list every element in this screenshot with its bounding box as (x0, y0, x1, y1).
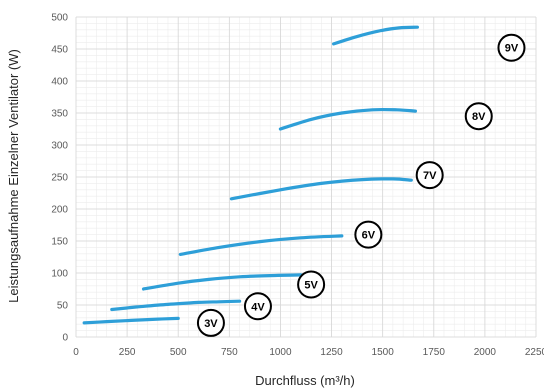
x-tick-label: 250 (119, 347, 136, 358)
y-tick-label: 400 (51, 77, 68, 88)
x-tick-label: 1750 (423, 347, 446, 358)
series-line-8v (278, 107, 417, 131)
series-label-badge (497, 33, 526, 62)
x-tick-label: 1250 (320, 347, 343, 358)
y-tick-label: 450 (51, 45, 68, 56)
series-label-text: 9V (505, 43, 519, 55)
y-axis-title: Leistungsaufnahme Einzelner Ventilator (… (6, 49, 21, 303)
series-line-6v (178, 234, 344, 256)
y-tick-label: 500 (51, 13, 68, 24)
x-axis-title: Durchfluss (m³/h) (255, 373, 355, 388)
series-labels: 3V 4V 5V 6V 7V 8V 9V (196, 33, 526, 337)
x-tick-label: 1500 (372, 347, 395, 358)
x-tick-label: 2000 (474, 347, 497, 358)
y-tick-label: 50 (57, 301, 69, 312)
series-label-7v: 7V (415, 161, 444, 190)
series-line-9v (332, 25, 419, 46)
series-label-text: 6V (362, 230, 376, 242)
series-line-7v (229, 177, 413, 201)
series-label-9v: 9V (497, 33, 526, 62)
series-label-text: 4V (251, 301, 265, 313)
y-tick-label: 100 (51, 269, 68, 280)
y-tick-label: 300 (51, 141, 68, 152)
x-tick-label: 1000 (269, 347, 292, 358)
x-tick-label: 500 (170, 347, 187, 358)
series-label-text: 8V (472, 111, 486, 123)
x-tick-label: 750 (221, 347, 238, 358)
y-axis-ticks: 0 50 100 150 200 250 300 350 400 450 500 (51, 13, 68, 344)
y-tick-label: 250 (51, 173, 68, 184)
y-tick-label: 350 (51, 109, 68, 120)
series-label-4v: 4V (243, 292, 272, 321)
series-label-badge (354, 220, 383, 249)
y-tick-label: 0 (62, 333, 68, 344)
series-label-5v: 5V (297, 270, 326, 299)
series-lines (82, 25, 419, 325)
y-tick-label: 200 (51, 205, 68, 216)
series-line-5v (141, 273, 303, 291)
series-label-text: 3V (204, 318, 218, 330)
series-label-badge (297, 270, 326, 299)
series-label-badge (415, 161, 444, 190)
series-label-text: 7V (423, 170, 437, 182)
series-label-text: 5V (304, 280, 318, 292)
series-line-3v (82, 316, 180, 325)
series-label-6v: 6V (354, 220, 383, 249)
series-label-8v: 8V (464, 102, 493, 131)
series-label-3v: 3V (196, 308, 225, 337)
x-tick-label: 0 (73, 347, 79, 358)
series-label-badge (196, 308, 225, 337)
series-label-badge (464, 102, 493, 131)
series-label-badge (243, 292, 272, 321)
y-tick-label: 150 (51, 237, 68, 248)
series-line-4v (110, 299, 242, 312)
